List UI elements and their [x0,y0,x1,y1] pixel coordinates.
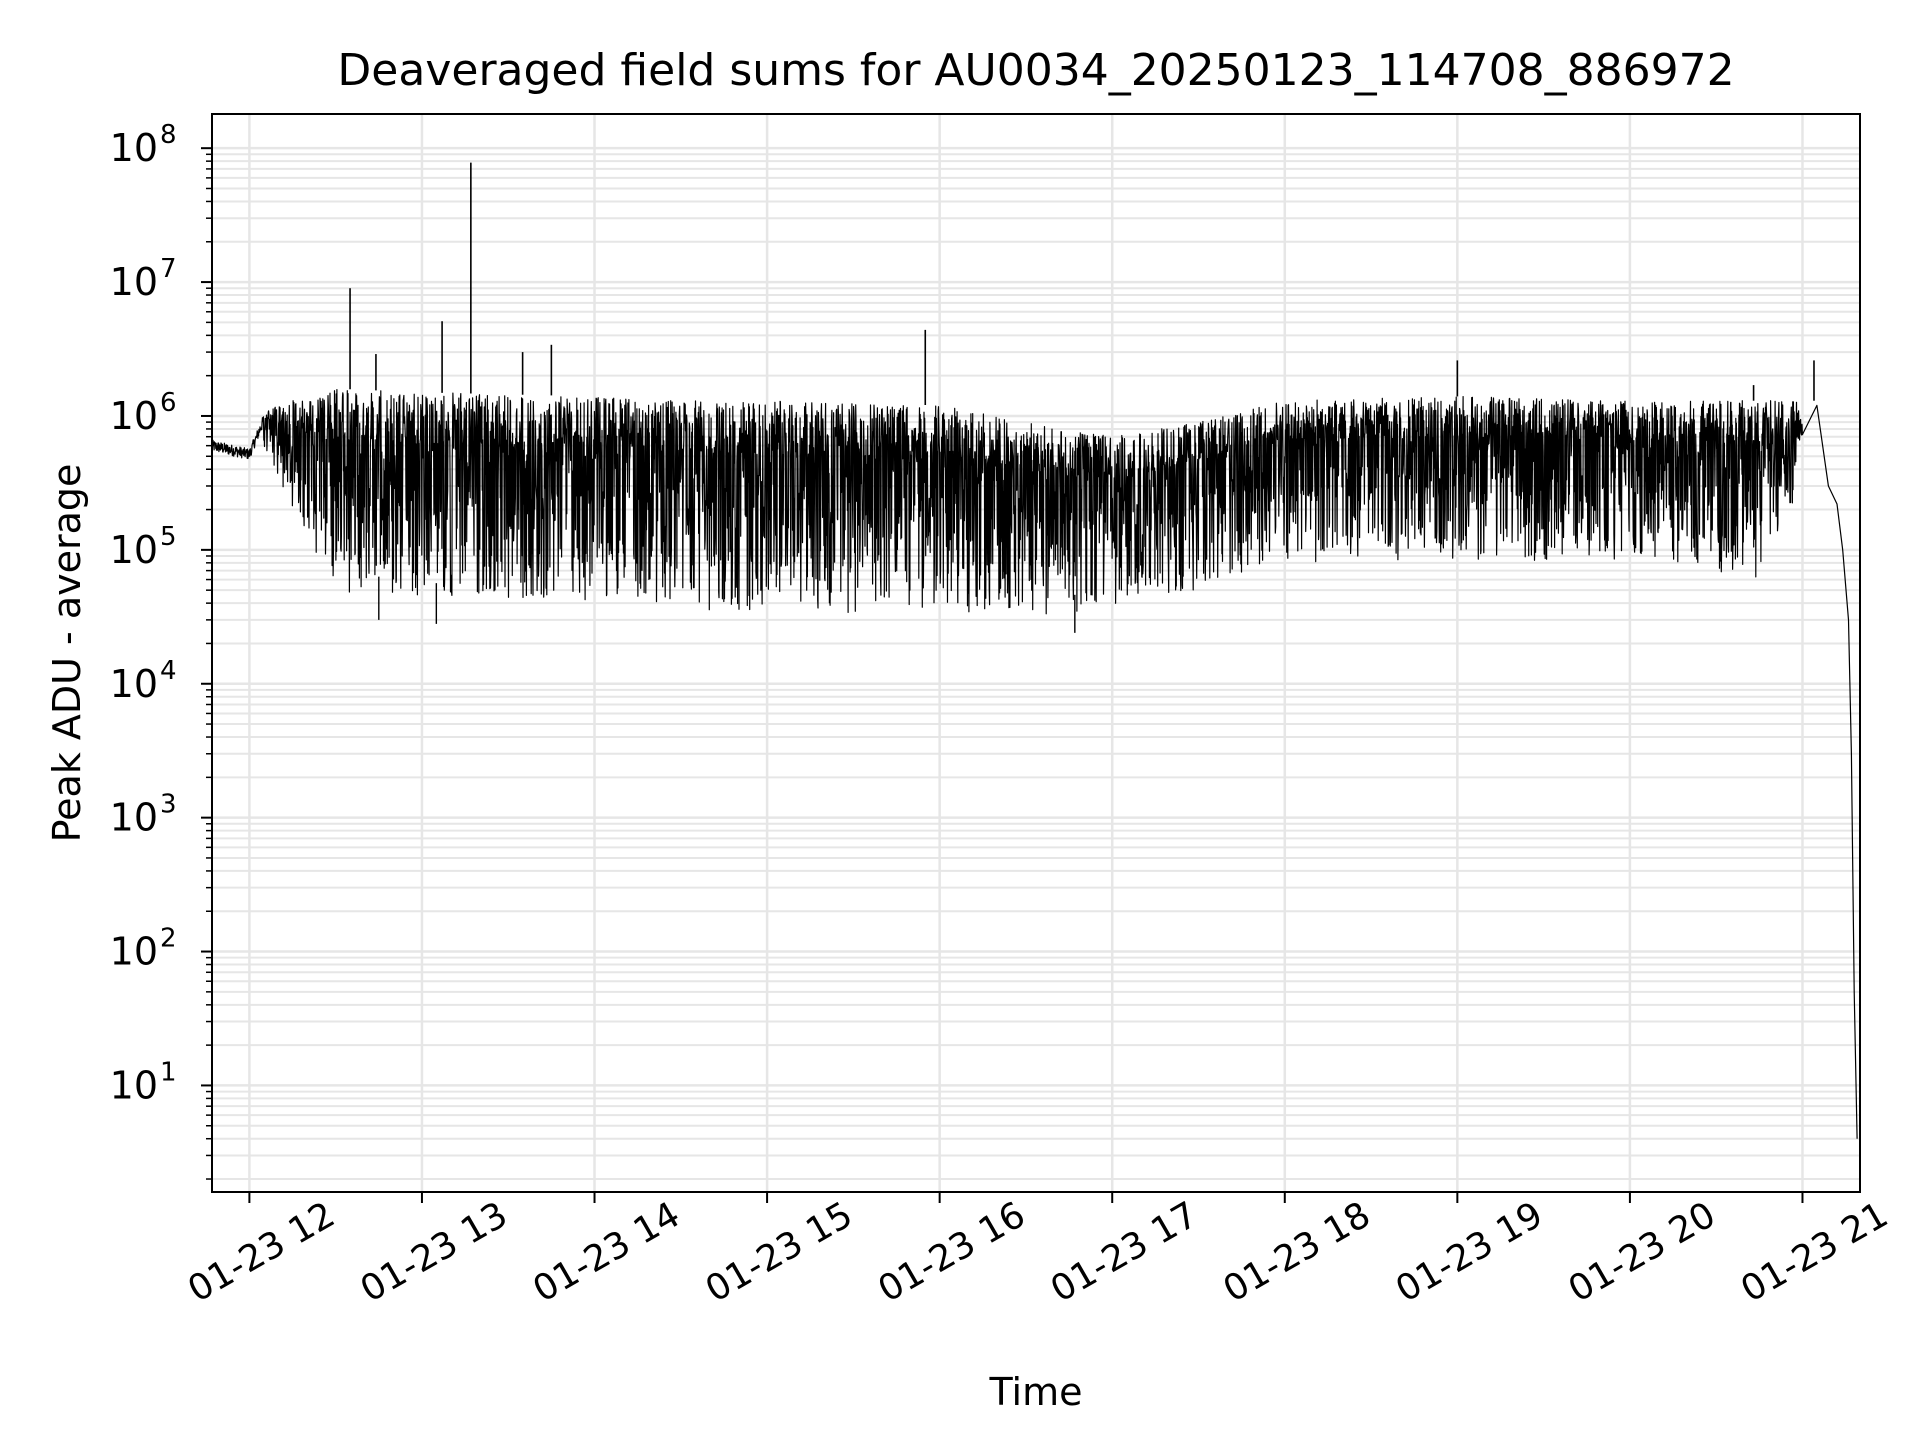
series-line [211,389,1858,1139]
y-tick-label-base: 10 [110,930,158,974]
y-tick-label-base: 10 [110,796,158,840]
y-tick-label-base: 10 [110,662,158,706]
y-axis-label: Peak ADU - average [45,464,89,843]
y-tick-label-exponent: 4 [160,656,177,686]
y-tick-label-base: 10 [110,126,158,170]
y-tick-label-base: 10 [110,394,158,438]
y-tick-label-base: 10 [110,528,158,572]
y-tick-label-exponent: 8 [160,120,177,150]
series-layer [211,162,1858,1139]
y-tick-label-exponent: 7 [160,254,177,284]
y-tick-label-exponent: 3 [160,790,177,820]
y-tick-label-base: 10 [110,260,158,304]
y-tick-label-exponent: 1 [160,1057,177,1087]
y-tick-label-exponent: 2 [160,924,177,954]
x-axis-label: Time [989,1370,1083,1414]
y-tick-label-exponent: 6 [160,388,177,418]
plot-frame [211,113,1861,1193]
y-tick-label-exponent: 5 [160,522,177,552]
y-tick-label-base: 10 [110,1063,158,1107]
chart-title: Deaveraged field sums for AU0034_2025012… [337,45,1734,96]
